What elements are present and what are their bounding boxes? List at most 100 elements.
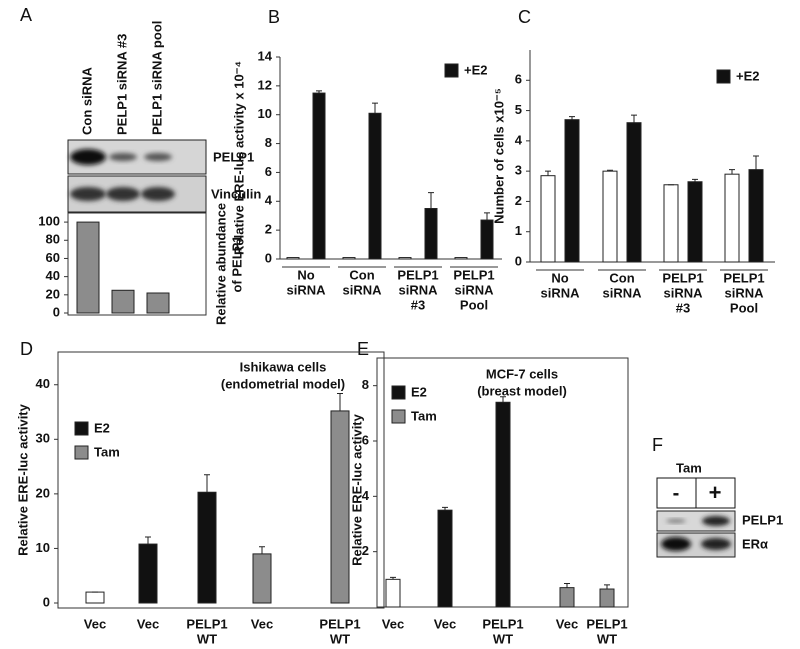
- x-tick-label: PELP1: [453, 267, 494, 282]
- y-axis-label: Relative ERE-luc activity x 10⁻⁴: [231, 61, 246, 255]
- y-tick-label: 4: [265, 193, 273, 208]
- bar: [138, 543, 158, 604]
- bar: [437, 509, 453, 608]
- y-tick-label: 4: [362, 488, 370, 503]
- y-tick-label: 6: [265, 164, 272, 179]
- bar: [564, 119, 580, 263]
- x-tick-label: PELP1: [319, 616, 360, 631]
- chart-title: MCF-7 cells: [486, 366, 558, 381]
- blot-row-label: PELP1: [742, 512, 783, 527]
- bar: [252, 553, 272, 604]
- y-tick-label: 2: [515, 193, 522, 208]
- bar: [687, 181, 703, 263]
- bar: [312, 92, 326, 260]
- blot-treatment: Tam: [676, 460, 702, 475]
- x-tick-label: siRNA: [342, 282, 382, 297]
- legend-swatch: [391, 409, 406, 424]
- legend-swatch: [716, 69, 731, 84]
- error-bar: [442, 506, 448, 511]
- x-tick-label: PELP1 siRNA #3: [114, 34, 129, 135]
- error-bar: [484, 212, 490, 221]
- legend-swatch: [391, 385, 406, 400]
- x-tick-label: PELP1 siRNA pool: [149, 21, 164, 135]
- bar: [626, 122, 642, 263]
- bar: [724, 173, 740, 263]
- y-tick-label: 10: [36, 540, 50, 555]
- y-tick-label: 80: [46, 232, 60, 247]
- x-tick-label: siRNA: [454, 282, 494, 297]
- x-tick-label: Con: [349, 267, 374, 282]
- lane-label: +: [709, 480, 722, 505]
- bar: [599, 588, 615, 608]
- error-bar: [607, 169, 613, 172]
- y-tick-label: 8: [265, 135, 272, 150]
- x-tick-label: WT: [493, 631, 513, 646]
- x-tick-label: #3: [411, 297, 425, 312]
- legend-label: E2: [94, 420, 110, 435]
- x-tick-label: PELP1: [662, 270, 703, 285]
- legend-label: E2: [411, 384, 427, 399]
- legend-label: Tam: [411, 408, 437, 423]
- x-tick-label: WT: [330, 631, 350, 646]
- y-tick-label: 40: [36, 376, 50, 391]
- bar: [602, 170, 618, 263]
- x-tick-label: siRNA: [663, 285, 703, 300]
- legend-swatch: [74, 421, 89, 436]
- legend-label: +E2: [736, 68, 760, 83]
- bar: [454, 257, 468, 260]
- x-tick-label: #3: [676, 300, 690, 315]
- y-tick-label: 3: [515, 163, 522, 178]
- chart-title: (endometrial model): [221, 376, 345, 391]
- x-tick-label: Vec: [556, 616, 578, 631]
- bar: [398, 257, 412, 260]
- y-tick-label: 4: [515, 132, 523, 147]
- legend-label: Tam: [94, 444, 120, 459]
- error-bar: [259, 546, 265, 554]
- error-bar: [316, 90, 322, 94]
- chart-title: Ishikawa cells: [240, 359, 327, 374]
- y-tick-label: 1: [515, 223, 522, 238]
- x-tick-label: WT: [197, 631, 217, 646]
- x-tick-label: Vec: [137, 616, 159, 631]
- error-bar: [204, 474, 210, 493]
- chart-title: (breast model): [477, 383, 567, 398]
- x-tick-label: Vec: [434, 616, 456, 631]
- y-tick-label: 0: [265, 250, 272, 265]
- x-tick-label: Vec: [84, 616, 106, 631]
- y-axis-label: of PELP1: [229, 235, 244, 292]
- y-tick-label: 40: [46, 268, 60, 283]
- bar: [197, 491, 217, 604]
- x-tick-label: Vec: [382, 616, 404, 631]
- x-tick-label: PELP1: [482, 616, 523, 631]
- bar: [76, 221, 100, 314]
- error-bar: [564, 582, 570, 588]
- error-bar: [145, 536, 151, 545]
- y-axis-label: Relative ERE-luc activity: [349, 413, 364, 565]
- error-bar: [390, 576, 396, 580]
- error-bar: [692, 178, 698, 182]
- panel-label: B: [268, 7, 280, 27]
- error-bar: [753, 155, 759, 170]
- blot-row-label: Vinculin: [211, 186, 261, 201]
- bar: [146, 292, 170, 314]
- bar: [495, 401, 511, 608]
- y-axis-label: Relative abundance: [213, 203, 228, 325]
- x-tick-label: PELP1: [397, 267, 438, 282]
- x-tick-label: siRNA: [398, 282, 438, 297]
- blot-row-label: ERα: [742, 536, 768, 551]
- error-bar: [428, 192, 434, 209]
- x-tick-label: siRNA: [540, 285, 580, 300]
- x-tick-label: Vec: [251, 616, 273, 631]
- y-tick-label: 0: [515, 253, 522, 268]
- error-bar: [631, 114, 637, 123]
- y-tick-label: 100: [38, 214, 60, 229]
- bar: [330, 410, 350, 604]
- y-axis-label: Number of cells x10⁻⁵: [491, 88, 506, 224]
- y-tick-label: 6: [515, 72, 522, 87]
- error-bar: [372, 102, 378, 114]
- x-tick-label: siRNA: [286, 282, 326, 297]
- y-tick-label: 2: [265, 222, 272, 237]
- bar: [111, 289, 135, 314]
- x-tick-label: siRNA: [602, 285, 642, 300]
- bar: [385, 578, 401, 608]
